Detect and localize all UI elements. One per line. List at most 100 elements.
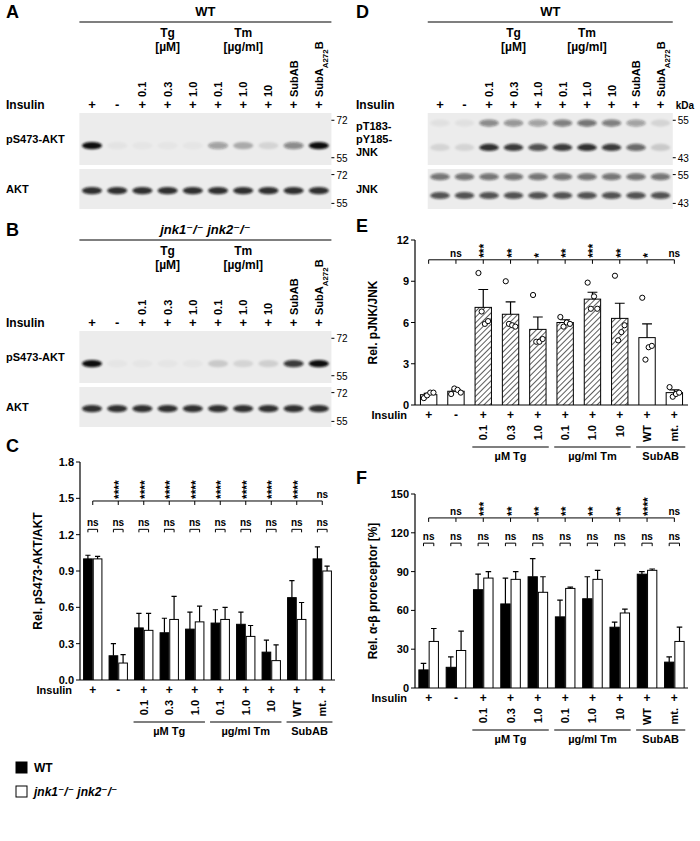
group-rule — [134, 721, 205, 722]
blot-panel: AWTTg[µM]Tm[µg/ml]0.10.31.00.11.010SubAB… — [6, 2, 348, 209]
lane-label: 0.1 — [212, 82, 224, 97]
group-label: µM Tg — [495, 733, 527, 745]
x-tick-label: mt. — [316, 700, 328, 717]
y-tick — [76, 607, 80, 608]
error-bar — [248, 626, 253, 637]
y-tick — [76, 571, 80, 572]
error-bar — [642, 324, 652, 338]
bar — [484, 578, 493, 688]
marker-label: 72 — [336, 388, 348, 399]
insulin-sign: + — [559, 97, 567, 112]
insulin-sign: + — [534, 97, 542, 112]
band — [183, 187, 203, 194]
band — [430, 173, 450, 180]
text-run: A272 — [662, 49, 671, 69]
lane-label: 1.0 — [532, 82, 544, 97]
significance-label: ** — [505, 506, 519, 516]
ns-bracket — [113, 529, 123, 532]
insulin-sign: + — [507, 691, 514, 705]
bar-chart: F0306090120150Rel. α-β proreceptor [%]In… — [356, 468, 688, 745]
group-label: µM Tg — [495, 450, 527, 462]
bar — [593, 579, 602, 688]
lane-label: 1.0 — [187, 300, 199, 315]
error-bar — [540, 577, 546, 593]
significance-label: ns — [138, 517, 150, 528]
ns-bracket — [139, 529, 149, 532]
genotype-header: WT — [540, 4, 560, 19]
insulin-sign: + — [242, 683, 249, 697]
group-rule — [472, 446, 548, 447]
band — [430, 144, 450, 151]
insulin-sign: + — [589, 691, 596, 705]
lane-label: 0.1 — [136, 300, 148, 315]
lane-label: 10 — [262, 303, 274, 315]
significance-label: ** — [559, 248, 573, 258]
band — [651, 173, 671, 180]
marker-label: 72 — [336, 115, 348, 126]
panel-label: B — [6, 220, 19, 240]
band — [528, 119, 548, 126]
error-bar — [622, 609, 628, 613]
band — [651, 144, 671, 151]
error-bar — [120, 655, 125, 663]
x-tick-label: WT — [291, 700, 303, 717]
significance-label: ns — [189, 517, 201, 528]
significance-label: ns — [316, 517, 328, 528]
error-bar — [197, 606, 202, 622]
y-tick-label: 1.2 — [59, 529, 74, 541]
band — [577, 144, 597, 151]
y-tick — [411, 649, 415, 650]
group-rule — [210, 721, 281, 722]
bar — [186, 629, 195, 680]
band — [309, 187, 329, 194]
ns-bracket — [424, 543, 434, 546]
x-tick-label: 1.0 — [532, 425, 544, 440]
y-tick-label: 90 — [397, 566, 409, 578]
group-rule — [472, 729, 548, 730]
band — [528, 144, 548, 151]
band — [602, 192, 622, 199]
lane-label: 0.3 — [508, 82, 520, 97]
band — [504, 144, 524, 151]
treatment-label: Tg — [160, 244, 175, 258]
error-bar — [513, 572, 519, 580]
legend-swatch — [16, 786, 27, 797]
band — [208, 360, 228, 367]
text-run: B — [655, 41, 667, 49]
x-tick-label: 1.0 — [532, 708, 544, 723]
insulin-sign: + — [189, 97, 197, 112]
significance-label: ns — [614, 531, 626, 542]
marker-tick — [331, 421, 334, 422]
text-run: B — [313, 41, 325, 49]
band — [626, 144, 646, 151]
data-point — [591, 294, 596, 299]
data-point — [677, 390, 682, 395]
panel-label: D — [356, 2, 369, 22]
marker-label: 72 — [336, 170, 348, 181]
y-tick — [76, 643, 80, 644]
blot-membrane — [79, 331, 331, 383]
insulin-sign: + — [480, 691, 487, 705]
lane-label: SubAA272B — [655, 41, 672, 97]
significance-label: **** — [265, 480, 279, 499]
data-point — [476, 270, 481, 275]
band — [602, 173, 622, 180]
treatment-unit: [µg/ml] — [567, 40, 607, 54]
band — [82, 360, 102, 367]
lane-label: 0.3 — [162, 82, 174, 97]
insulin-sign: + — [562, 408, 569, 422]
insulin-sign: + — [315, 315, 323, 330]
data-point — [667, 385, 672, 390]
band — [208, 187, 228, 194]
insulin-sign: + — [671, 691, 678, 705]
marker-tick — [673, 203, 676, 204]
insulin-sign: + — [608, 97, 616, 112]
blot-membrane — [428, 113, 673, 165]
lane-label: 1.0 — [187, 82, 199, 97]
marker-label: 55 — [336, 371, 348, 382]
significance-label: * — [641, 253, 655, 258]
significance-label: *** — [477, 502, 491, 516]
ns-bracket — [615, 543, 625, 546]
x-tick-label: 0.1 — [477, 708, 489, 723]
significance-label: ns — [450, 531, 462, 542]
